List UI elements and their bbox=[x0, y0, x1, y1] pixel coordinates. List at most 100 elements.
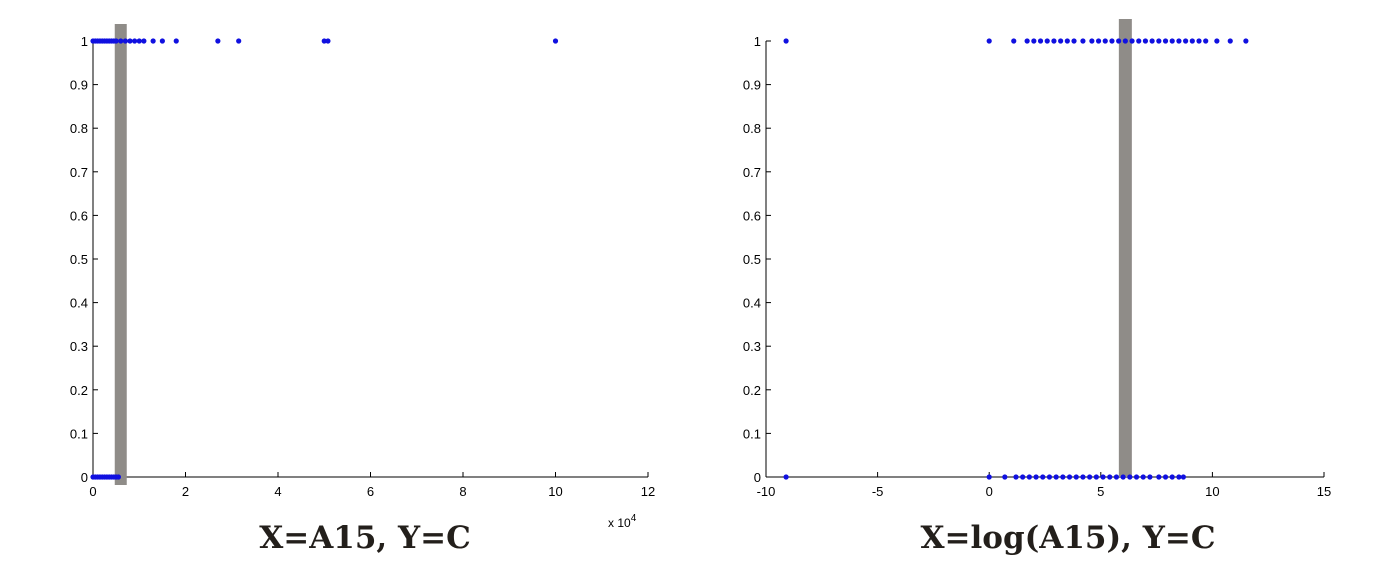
y-tick-label: 0.7 bbox=[70, 165, 88, 180]
data-point bbox=[1011, 38, 1017, 44]
data-point bbox=[1013, 474, 1019, 480]
y-tick-label: 0.3 bbox=[70, 339, 88, 354]
data-point bbox=[1020, 474, 1026, 480]
x-tick-label: 8 bbox=[459, 484, 466, 499]
data-point bbox=[321, 38, 327, 44]
y-tick-label: 0 bbox=[81, 470, 88, 485]
data-point bbox=[113, 38, 119, 44]
data-point bbox=[1080, 38, 1086, 44]
chart-caption: X=log(A15), Y=C bbox=[920, 520, 1215, 556]
data-point bbox=[1133, 474, 1140, 480]
data-point bbox=[236, 38, 242, 44]
y-tick-label: 0.4 bbox=[743, 296, 761, 311]
data-point bbox=[1147, 474, 1153, 480]
data-point bbox=[1169, 474, 1175, 480]
data-point bbox=[783, 38, 789, 44]
data-point bbox=[1026, 474, 1032, 480]
x-axis-multiplier-base: x 10 bbox=[608, 516, 631, 530]
data-point bbox=[1156, 38, 1162, 44]
y-tick-label: 0.9 bbox=[70, 78, 88, 93]
data-point bbox=[1162, 38, 1169, 44]
data-point bbox=[127, 38, 133, 44]
data-point bbox=[1156, 474, 1162, 480]
data-point bbox=[1051, 38, 1057, 44]
data-point bbox=[1095, 38, 1102, 44]
data-point bbox=[136, 38, 142, 44]
data-point bbox=[1073, 474, 1079, 480]
y-tick-label: 1 bbox=[754, 34, 761, 49]
data-point bbox=[1189, 38, 1195, 44]
data-point bbox=[1136, 38, 1142, 44]
x-tick-label: 10 bbox=[1205, 484, 1219, 499]
x-tick-label: 0 bbox=[986, 484, 993, 499]
data-point bbox=[1140, 474, 1146, 480]
data-point bbox=[141, 38, 147, 44]
data-point bbox=[1060, 474, 1066, 480]
data-point bbox=[122, 38, 128, 44]
data-point bbox=[1142, 38, 1149, 44]
data-point bbox=[1113, 474, 1120, 480]
x-tick-label: -5 bbox=[872, 484, 884, 499]
data-point bbox=[1031, 38, 1037, 44]
data-point bbox=[1203, 38, 1209, 44]
data-point bbox=[1046, 474, 1053, 480]
x-tick-label: 12 bbox=[641, 484, 655, 499]
y-tick-label: 0.1 bbox=[743, 426, 761, 441]
y-tick-label: 0.1 bbox=[70, 426, 88, 441]
data-point bbox=[1102, 38, 1108, 44]
data-point bbox=[1089, 38, 1095, 44]
data-point bbox=[1129, 38, 1135, 44]
threshold-bar bbox=[1118, 19, 1132, 477]
data-point bbox=[115, 474, 122, 480]
y-tick-label: 0.6 bbox=[743, 208, 761, 223]
data-point bbox=[1243, 38, 1249, 44]
data-point bbox=[1058, 38, 1064, 44]
data-point bbox=[1176, 474, 1182, 480]
data-point bbox=[1053, 474, 1059, 480]
data-point bbox=[1109, 38, 1115, 44]
x-axis-multiplier: x 104 bbox=[608, 513, 637, 530]
data-point bbox=[1044, 38, 1050, 44]
y-tick-label: 0.3 bbox=[743, 339, 761, 354]
data-point bbox=[159, 38, 165, 44]
data-point bbox=[986, 38, 992, 44]
data-point bbox=[1214, 38, 1220, 44]
data-point bbox=[1093, 474, 1099, 480]
y-tick-label: 0.5 bbox=[70, 252, 88, 267]
data-point bbox=[1196, 38, 1202, 44]
data-point bbox=[1162, 474, 1169, 480]
data-point bbox=[1066, 474, 1073, 480]
data-point bbox=[552, 38, 559, 44]
data-point bbox=[1176, 38, 1182, 44]
data-point bbox=[1100, 474, 1106, 480]
data-point bbox=[118, 38, 124, 44]
x-tick-label: 10 bbox=[548, 484, 562, 499]
y-tick-label: 1 bbox=[81, 34, 88, 49]
x-axis-multiplier-exponent: 4 bbox=[631, 513, 637, 524]
data-point bbox=[783, 474, 789, 480]
data-point bbox=[1116, 38, 1122, 44]
data-point bbox=[173, 38, 179, 44]
data-point bbox=[325, 38, 331, 44]
y-tick-label: 0.4 bbox=[70, 296, 88, 311]
threshold-bar bbox=[114, 24, 127, 485]
data-point bbox=[150, 38, 156, 44]
y-tick-label: 0.9 bbox=[743, 78, 761, 93]
x-tick-label: 15 bbox=[1317, 484, 1331, 499]
data-point bbox=[1122, 38, 1128, 44]
data-point bbox=[1149, 38, 1155, 44]
x-tick-label: 4 bbox=[274, 484, 281, 499]
y-tick-label: 0.6 bbox=[70, 208, 88, 223]
y-tick-label: 0.8 bbox=[743, 121, 761, 136]
y-tick-label: 0.8 bbox=[70, 121, 88, 136]
x-tick-label: 5 bbox=[1097, 484, 1104, 499]
data-point bbox=[1127, 474, 1133, 480]
chart-linear-scatter: 00.10.20.30.40.50.60.70.80.910 2 4 6 8 10 12x … bbox=[70, 24, 655, 556]
chart-caption: X=A15, Y=C bbox=[259, 520, 471, 556]
data-point bbox=[1180, 474, 1186, 480]
chart-log-scatter: 0 0.1 0.2 0.3 0.4 0.5 0.6 0.7 0.8 0.9 1 -10 -5 0 5 10 15… bbox=[743, 19, 1331, 556]
data-point bbox=[1087, 474, 1093, 480]
data-point bbox=[1040, 474, 1046, 480]
data-point bbox=[1169, 38, 1175, 44]
y-tick-label: 0.7 bbox=[743, 165, 761, 180]
